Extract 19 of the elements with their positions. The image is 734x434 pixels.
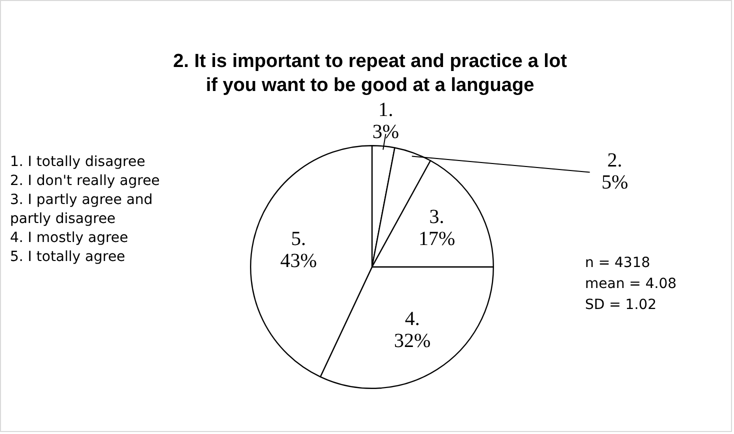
text: n = 4318 bbox=[585, 254, 652, 273]
chart-title: 2. It is important to repeat and practice a lot if you want to be good at a language bbox=[172, 50, 568, 98]
text: SD = 1.02 bbox=[585, 296, 658, 315]
slice-label: 2. bbox=[607, 150, 622, 172]
text: 4. I mostly agree bbox=[10, 229, 130, 248]
slice-label: 3. bbox=[429, 206, 444, 228]
text: 2. I don't really agree bbox=[10, 172, 160, 191]
slice-label: 1. bbox=[378, 99, 394, 122]
data-label: 43% bbox=[280, 250, 317, 272]
data-label: 3% bbox=[372, 121, 400, 144]
data-label: 17% bbox=[418, 228, 456, 250]
text: 3. I partly agree and partly disagree bbox=[10, 191, 154, 229]
slice-label: 5. bbox=[291, 228, 306, 250]
text: 5. I totally agree bbox=[10, 248, 126, 267]
text: 1. I totally disagree bbox=[10, 153, 146, 172]
slice-label: 4. bbox=[404, 308, 420, 330]
data-label: 32% bbox=[394, 330, 431, 352]
text: mean = 4.08 bbox=[585, 275, 677, 294]
data-label: 5% bbox=[601, 172, 628, 194]
